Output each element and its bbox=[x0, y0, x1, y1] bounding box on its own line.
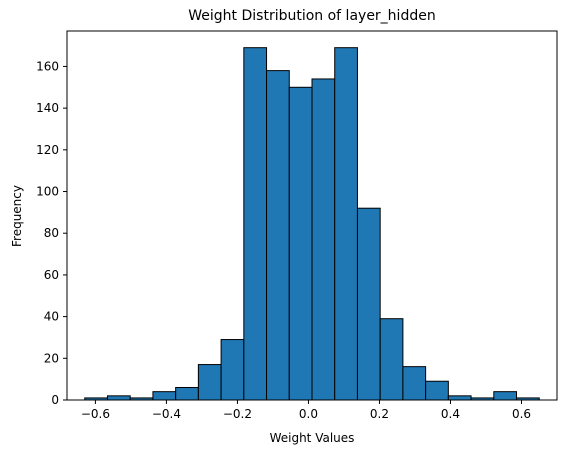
x-tick-label: −0.4 bbox=[152, 407, 181, 421]
x-tick-label: 0.2 bbox=[370, 407, 389, 421]
x-tick-label: 0.0 bbox=[299, 407, 318, 421]
chart-title: Weight Distribution of layer_hidden bbox=[188, 8, 435, 24]
plot-area: −0.6 −0.4 −0.2 0.0 0.2 0.4 0.6 0 20 40 60 80 100 120 1… bbox=[36, 30, 558, 421]
histogram-bar bbox=[243, 47, 268, 401]
histogram-bar bbox=[493, 391, 518, 401]
y-axis-label: Frequency bbox=[10, 185, 24, 247]
y-tick-label: 40 bbox=[44, 310, 59, 324]
y-tick-label: 80 bbox=[44, 226, 59, 240]
y-tick-label: 140 bbox=[36, 101, 59, 115]
histogram-bar bbox=[152, 391, 177, 401]
histogram-bar bbox=[425, 380, 449, 401]
x-tick-label: 0.6 bbox=[512, 407, 531, 421]
histogram-bar bbox=[288, 86, 313, 401]
y-tick-label: 100 bbox=[36, 185, 59, 199]
histogram-bar bbox=[379, 318, 404, 401]
y-tick-label: 60 bbox=[44, 268, 59, 282]
histogram-bar bbox=[220, 339, 245, 401]
histogram-bar bbox=[402, 366, 427, 401]
histogram-bar bbox=[334, 47, 358, 401]
y-tick-label: 120 bbox=[36, 143, 59, 157]
histogram-bar bbox=[106, 395, 131, 401]
histogram-bar bbox=[175, 386, 199, 401]
x-tick-label: 0.4 bbox=[441, 407, 460, 421]
x-tick-label: −0.2 bbox=[223, 407, 252, 421]
y-tick-label: 0 bbox=[51, 393, 59, 407]
histogram-bar bbox=[356, 207, 381, 401]
histogram-bar bbox=[266, 70, 290, 401]
plot-frame bbox=[66, 30, 558, 401]
histogram-bar bbox=[311, 78, 336, 401]
histogram-bar bbox=[447, 395, 472, 401]
y-tick-label: 20 bbox=[44, 351, 59, 365]
x-tick-label: −0.6 bbox=[81, 407, 110, 421]
y-tick-label: 160 bbox=[36, 59, 59, 73]
x-axis-label: Weight Values bbox=[270, 431, 355, 445]
histogram-bar bbox=[197, 364, 222, 401]
